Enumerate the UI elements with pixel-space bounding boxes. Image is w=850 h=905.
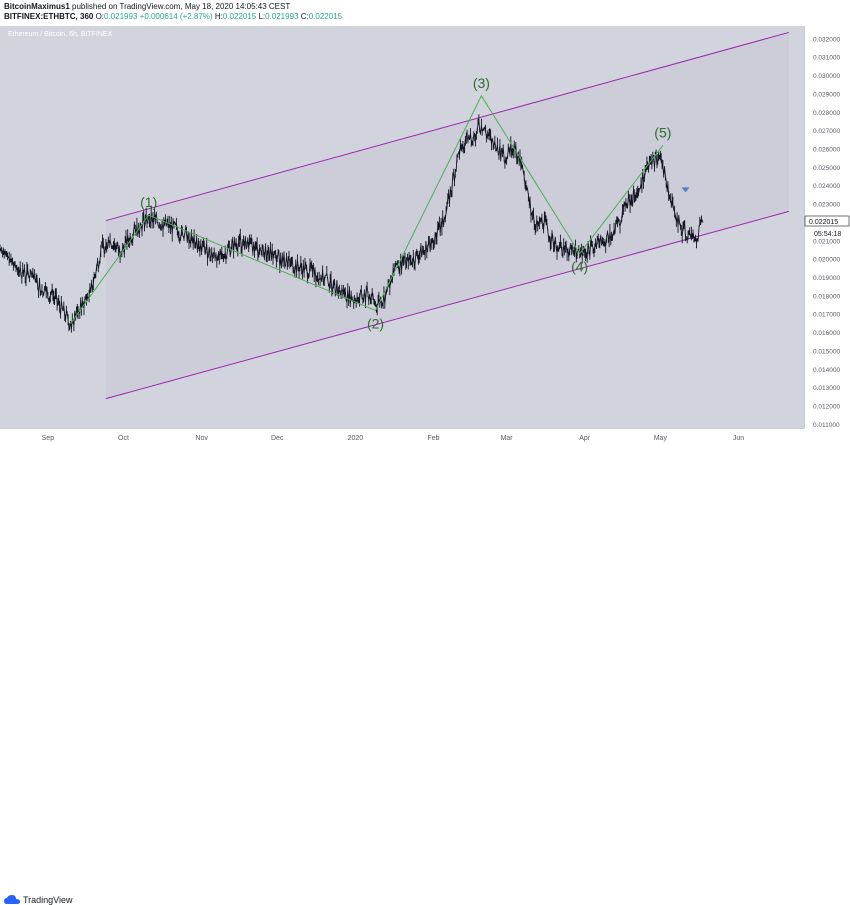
tradingview-brand: TradingView: [23, 895, 73, 905]
y-tick-label: 0.030000: [813, 73, 840, 80]
price-axis[interactable]: [804, 26, 850, 428]
y-tick-label: 0.013000: [813, 385, 840, 392]
price-tag: 0.022015 05:54:18: [804, 215, 850, 238]
y-tick-label: 0.026000: [813, 146, 840, 153]
wave-label: (2): [367, 316, 384, 332]
footer: TradingView: [0, 446, 850, 905]
ohlc-open: 0.021993: [104, 12, 138, 21]
chart-svg[interactable]: (1) (2) (3) (4) (5) 0.011000 0.012000 0.013000…: [0, 0, 850, 446]
y-tick-label: 0.015000: [813, 348, 840, 355]
wave-label: (3): [473, 75, 490, 91]
price-tag-value: 0.022015: [809, 219, 838, 226]
x-tick-label: Sep: [42, 435, 55, 442]
ohlc-low-label: L:: [258, 12, 266, 21]
x-tick-label: Apr: [579, 435, 591, 442]
y-tick-label: 0.027000: [813, 128, 840, 135]
y-tick-label: 0.019000: [813, 275, 840, 282]
ohlc-close: 0.022015: [308, 12, 343, 21]
x-tick-label: May: [654, 435, 668, 442]
channel-upper-line: [105, 31, 790, 222]
y-tick-label: 0.031000: [813, 55, 840, 62]
ohlc-change: +0.000614 (+2.87%): [139, 12, 213, 21]
x-tick-label: Oct: [118, 435, 129, 442]
ohlc-high-label: H:: [214, 12, 223, 21]
y-tick-label: 0.011000: [813, 422, 840, 429]
time-axis[interactable]: [0, 428, 804, 445]
y-tick-label: 0.014000: [813, 367, 840, 374]
channel-fill: [105, 32, 789, 399]
elliott-wave-line: [70, 94, 664, 324]
ohlc-open-label: O:: [95, 12, 105, 21]
x-tick-label: 2020: [348, 435, 364, 442]
wave-label: (1): [140, 194, 157, 210]
ohlc-close-label: C:: [300, 12, 309, 21]
y-tick-label: 0.017000: [813, 312, 840, 319]
y-tick-label: 0.021000: [813, 238, 840, 245]
price-tag-countdown: 05:54:18: [814, 231, 841, 238]
y-tick-label: 0.029000: [813, 91, 840, 98]
y-tick-label: 0.032000: [813, 36, 840, 43]
publisher-name[interactable]: BitcoinMaximus1: [4, 2, 70, 11]
publish-info: published on TradingView.com, May 18, 20…: [72, 2, 291, 11]
publish-header: BitcoinMaximus1 published on TradingView…: [4, 2, 290, 11]
x-tick-label: Nov: [195, 435, 208, 442]
y-tick-label: 0.023000: [813, 202, 840, 209]
y-tick-label: 0.012000: [813, 403, 840, 410]
y-tick-label: 0.025000: [813, 165, 840, 172]
symbol-label: BITFINEX:ETHBTC, 360: [4, 12, 94, 21]
x-tick-label: Feb: [427, 435, 439, 442]
y-tick-label: 0.024000: [813, 183, 840, 190]
y-tick-label: 0.018000: [813, 293, 840, 300]
tradingview-logo[interactable]: TradingView: [4, 895, 73, 905]
y-tick-label: 0.020000: [813, 257, 840, 264]
tradingview-cloud-icon: [4, 895, 20, 904]
x-tick-label: Mar: [501, 435, 514, 442]
ohlc-high: 0.022015: [222, 12, 257, 21]
y-tick-label: 0.016000: [813, 330, 840, 337]
ohlc-header: BITFINEX:ETHBTC, 360 O:0.021993 +0.00061…: [4, 12, 342, 21]
down-arrow-marker: [681, 187, 690, 193]
wave-label: (4): [571, 259, 588, 275]
chart-watermark: Ethereum / Bitcoin, 6h, BITFINEX: [8, 31, 113, 38]
wave-label: (5): [654, 124, 671, 140]
x-tick-label: Jun: [733, 435, 744, 442]
ohlc-low: 0.021993: [265, 12, 299, 21]
y-tick-label: 0.028000: [813, 110, 840, 117]
x-tick-label: Dec: [271, 435, 284, 442]
channel-lower-line: [105, 210, 790, 400]
